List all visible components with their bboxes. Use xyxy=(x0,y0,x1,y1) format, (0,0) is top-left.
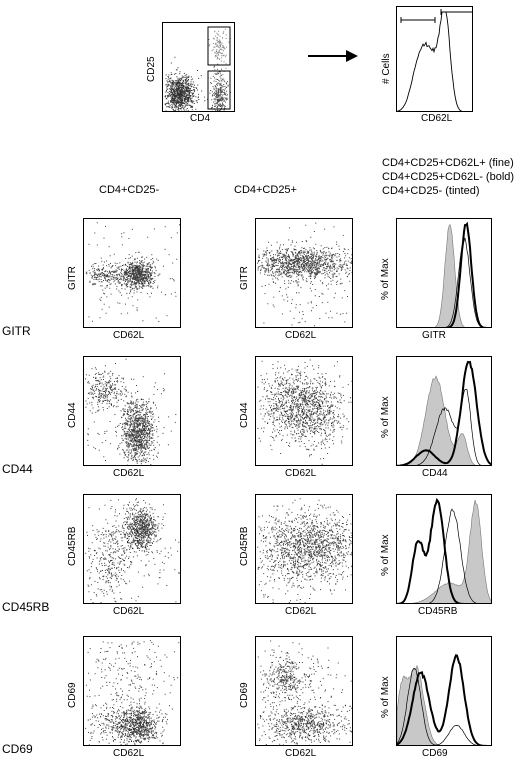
gate-bracket xyxy=(440,9,472,15)
event-dots xyxy=(111,698,168,745)
scatter-plot xyxy=(85,358,177,465)
column-header-cd4-cd25-pos: CD4+CD25+ xyxy=(234,184,297,196)
cd4-cd25-dot-xlabel: CD4 xyxy=(190,113,211,124)
3-c1-dot-plot xyxy=(83,636,181,746)
event-dots xyxy=(258,700,352,745)
1-overlay-histogram xyxy=(396,356,492,466)
row-label: CD69 xyxy=(2,742,33,756)
dot-plot-ylabel: CD44 xyxy=(67,402,78,428)
event-dots xyxy=(114,390,169,465)
event-dots xyxy=(258,222,352,327)
cd62l-histogram-ylabel: # Cells xyxy=(381,53,392,84)
dot-plot-ylabel: GITR xyxy=(67,266,78,290)
event-dots xyxy=(260,645,314,708)
histogram-xlabel: CD69 xyxy=(422,748,448,759)
event-dots xyxy=(164,56,206,111)
2-c2-dot-plot xyxy=(255,494,353,604)
dot-plot-ylabel: CD69 xyxy=(67,682,78,708)
dot-plot-ylabel: CD45RB xyxy=(67,526,78,566)
dot-plot-ylabel: CD44 xyxy=(239,402,250,428)
event-dots xyxy=(257,498,352,600)
cd62l-histogram xyxy=(396,6,473,112)
scatter-plot xyxy=(85,222,180,322)
cd4-cd25-dot-ylabel: CD25 xyxy=(146,56,157,82)
dot-plot-xlabel: CD62L xyxy=(113,468,145,479)
histogram-plot xyxy=(397,360,491,465)
bold-curve xyxy=(397,221,491,327)
fine-curve xyxy=(446,237,483,327)
bold-curve xyxy=(397,654,491,745)
event-dots xyxy=(85,499,149,603)
event-dots xyxy=(87,358,177,463)
legend-fine: CD4+CD25+CD62L+ (fine) xyxy=(382,157,514,169)
bold-curve xyxy=(397,360,491,465)
legend: CD4+CD25+CD62L+ (fine) CD4+CD25+CD62L- (… xyxy=(382,156,514,198)
tinted-curve xyxy=(434,223,466,327)
dot-plot-xlabel: CD62L xyxy=(285,468,317,479)
histogram-ylabel: % of Max xyxy=(380,534,391,576)
scatter-plot xyxy=(257,359,352,465)
cd62l-histogram-plot xyxy=(397,9,472,111)
row-label: GITR xyxy=(2,324,31,338)
histogram-ylabel: % of Max xyxy=(380,676,391,718)
histogram-xlabel: GITR xyxy=(422,330,446,341)
histogram-xlabel: CD44 xyxy=(422,468,448,479)
3-overlay-histogram xyxy=(396,636,492,746)
event-dots xyxy=(257,240,352,297)
event-dots xyxy=(114,498,166,559)
scatter-plot xyxy=(85,498,180,603)
event-dots xyxy=(277,375,350,465)
cd62l-histogram-xlabel: CD62L xyxy=(421,113,453,124)
column-header-cd4-cd25-neg: CD4+CD25- xyxy=(99,184,160,196)
event-dots xyxy=(208,28,231,76)
row-label: CD45RB xyxy=(2,600,50,614)
event-dots xyxy=(257,359,352,454)
scatter-plot xyxy=(257,640,352,745)
2-overlay-histogram xyxy=(396,494,492,604)
histogram-plot xyxy=(397,221,491,327)
histogram-ylabel: % of Max xyxy=(380,396,391,438)
cd62l-curve xyxy=(397,11,463,111)
dot-plot-xlabel: CD62L xyxy=(285,748,317,759)
bold-curve xyxy=(397,497,491,603)
dot-plot-ylabel: CD45RB xyxy=(239,526,250,566)
dot-plot-xlabel: CD62L xyxy=(113,606,145,617)
legend-bold: CD4+CD25+CD62L- (bold) xyxy=(382,171,515,183)
3-c2-dot-plot xyxy=(255,636,353,746)
histogram-plot xyxy=(397,654,491,745)
histogram-ylabel: % of Max xyxy=(380,258,391,300)
histogram-xlabel: CD45RB xyxy=(418,606,458,617)
tinted-curve xyxy=(405,375,476,465)
0-c1-dot-plot xyxy=(83,218,181,328)
dot-plot-xlabel: CD62L xyxy=(113,748,145,759)
fine-curve xyxy=(397,667,477,745)
tinted-curve xyxy=(411,499,491,603)
cd4-cd25-scatter xyxy=(164,26,231,111)
dot-plot-ylabel: CD69 xyxy=(239,682,250,708)
2-c1-dot-plot xyxy=(83,494,181,604)
fine-curve xyxy=(416,389,482,465)
row-label: CD44 xyxy=(2,462,33,476)
scatter-plot xyxy=(257,498,352,603)
dot-plot-xlabel: CD62L xyxy=(113,330,145,341)
dot-plot-xlabel: CD62L xyxy=(285,330,317,341)
cd25-neg-gate xyxy=(207,70,231,110)
scatter-plot xyxy=(257,222,352,327)
1-c1-dot-plot xyxy=(83,356,181,466)
cd4-cd25-dot-plot xyxy=(162,22,235,112)
event-dots xyxy=(85,365,137,413)
gate-bracket xyxy=(400,17,436,23)
legend-tinted: CD4+CD25- (tinted) xyxy=(382,185,480,197)
1-c2-dot-plot xyxy=(255,356,353,466)
histogram-plot xyxy=(397,497,491,603)
scatter-plot xyxy=(85,640,180,745)
0-overlay-histogram xyxy=(396,218,492,328)
cd25-pos-gate xyxy=(207,26,231,66)
dot-plot-xlabel: CD62L xyxy=(285,606,317,617)
event-dots xyxy=(85,687,144,745)
0-c2-dot-plot xyxy=(255,218,353,328)
dot-plot-ylabel: GITR xyxy=(239,266,250,290)
event-dots xyxy=(114,251,161,294)
